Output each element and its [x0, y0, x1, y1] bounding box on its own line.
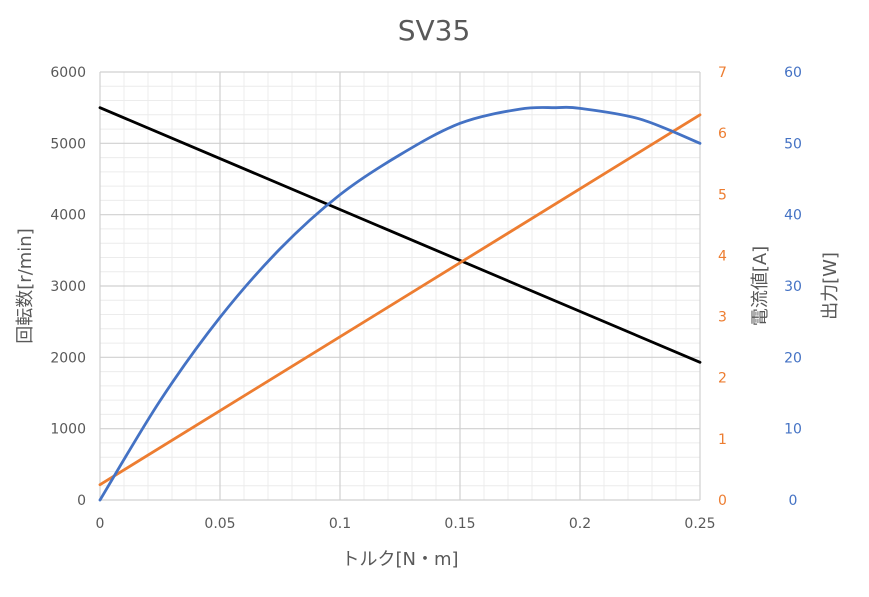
- x-tick-label: 0.15: [444, 516, 475, 532]
- y-right1-tick-label: 1: [718, 432, 727, 448]
- y-right2-tick-label: 30: [784, 279, 802, 295]
- y-right2-tick-label: 50: [784, 136, 802, 152]
- x-tick-label: 0.1: [329, 516, 351, 532]
- y-left-tick-label: 2000: [50, 350, 86, 366]
- series-lines: [98, 105, 702, 502]
- y-right1-tick-label: 6: [718, 126, 727, 142]
- x-tick-label: 0.05: [204, 516, 235, 532]
- y-right1-tick-label: 5: [718, 187, 727, 203]
- chart-title: SV35: [398, 14, 471, 47]
- y-right2-tick-label: 0: [789, 493, 798, 509]
- y-right1-tick-label: 2: [718, 371, 727, 387]
- y-axis-right2-title: 出力[W]: [820, 252, 841, 320]
- tick-labels: 0 0.05 0.1 0.15 0.2 0.25010002000300040005000…: [50, 65, 802, 532]
- y-right2-tick-label: 20: [784, 350, 802, 366]
- x-axis-title: トルク[N・m]: [341, 549, 458, 570]
- x-tick-label: 0.25: [684, 516, 715, 532]
- x-tick-label: 0.2: [569, 516, 591, 532]
- y-left-tick-label: 5000: [50, 136, 86, 152]
- y-right2-tick-label: 10: [784, 422, 802, 438]
- y-left-tick-label: 3000: [50, 279, 86, 295]
- y-left-tick-label: 0: [77, 493, 86, 509]
- series-line-output: [98, 105, 702, 502]
- y-right2-tick-label: 40: [784, 208, 802, 224]
- y-left-tick-label: 1000: [50, 422, 86, 438]
- y-right1-tick-label: 7: [718, 65, 727, 81]
- y-left-tick-label: 4000: [50, 208, 86, 224]
- y-axis-right1-title: 電流値[A]: [750, 246, 771, 326]
- y-right1-tick-label: 4: [718, 248, 727, 264]
- series-line-current: [98, 113, 702, 487]
- y-right1-tick-label: 3: [718, 310, 727, 326]
- grid: [99, 71, 701, 501]
- y-left-tick-label: 6000: [50, 65, 86, 81]
- y-axis-left-title: 回転数[r/min]: [15, 228, 36, 343]
- y-right2-tick-label: 60: [784, 65, 802, 81]
- x-tick-label: 0: [96, 516, 105, 532]
- series-line-speed: [98, 106, 702, 364]
- y-right1-tick-label: 0: [718, 493, 727, 509]
